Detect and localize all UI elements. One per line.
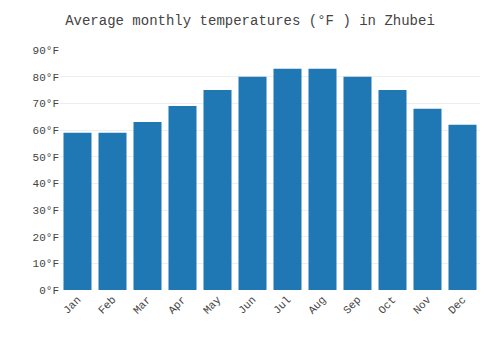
svg-text:Jun: Jun xyxy=(236,294,258,316)
svg-text:90°F: 90°F xyxy=(33,45,59,57)
svg-text:30°F: 30°F xyxy=(33,205,59,217)
svg-text:80°F: 80°F xyxy=(33,72,59,84)
svg-text:Oct: Oct xyxy=(376,294,398,316)
svg-text:40°F: 40°F xyxy=(33,178,59,190)
svg-text:Average monthly temperatures (: Average monthly temperatures (°F ) in Zh… xyxy=(65,13,435,29)
svg-text:10°F: 10°F xyxy=(33,258,59,270)
svg-text:Dec: Dec xyxy=(446,294,468,316)
svg-text:70°F: 70°F xyxy=(33,98,59,110)
svg-text:Aug: Aug xyxy=(306,294,328,316)
svg-text:60°F: 60°F xyxy=(33,125,59,137)
svg-text:Sep: Sep xyxy=(341,294,363,316)
svg-text:20°F: 20°F xyxy=(33,232,59,244)
svg-text:Jul: Jul xyxy=(271,294,293,316)
svg-text:0°F: 0°F xyxy=(39,285,59,297)
svg-text:Mar: Mar xyxy=(131,294,153,316)
svg-text:May: May xyxy=(201,294,224,317)
svg-text:Feb: Feb xyxy=(96,294,118,316)
svg-text:Nov: Nov xyxy=(411,294,434,317)
svg-text:Apr: Apr xyxy=(166,294,188,316)
svg-text:Jan: Jan xyxy=(61,294,83,316)
svg-text:50°F: 50°F xyxy=(33,152,59,164)
